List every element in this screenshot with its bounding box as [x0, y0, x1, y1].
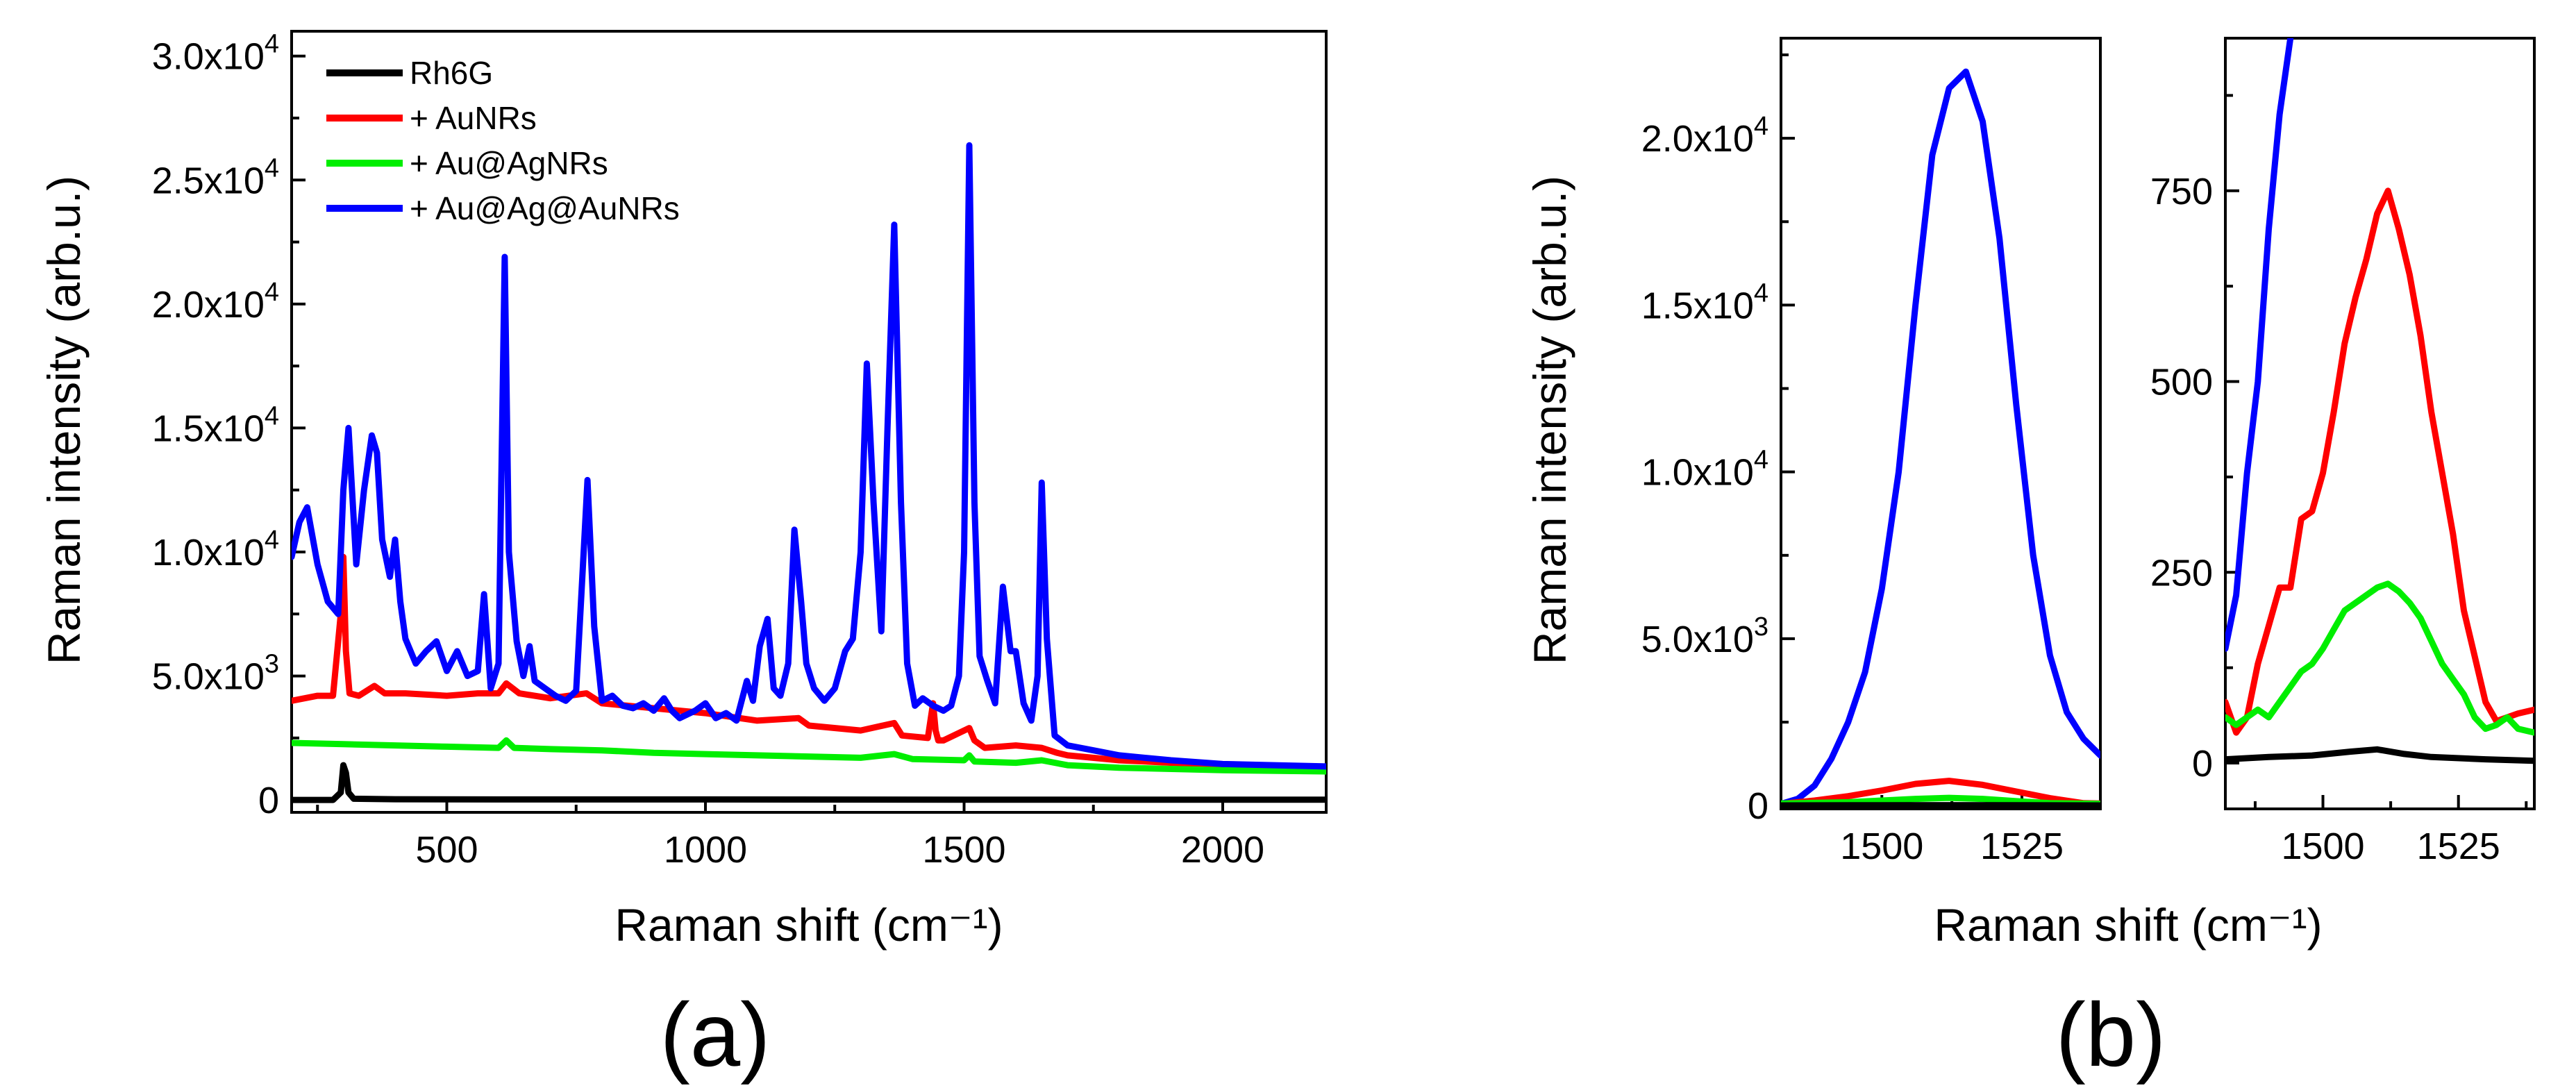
panel-a-y-tick-label: 1.0x104 [152, 526, 279, 574]
panel-a-y-tick-label: 0 [258, 780, 279, 821]
panel-a-series [292, 142, 1326, 803]
panel-b-right-series-au-agnrs [2225, 580, 2534, 736]
panel-a-label: (a) [660, 984, 771, 1085]
panel-b-right-frame [2224, 37, 2536, 810]
legend-label-rh6g: Rh6G [410, 55, 493, 91]
panel-b-label: (b) [2056, 984, 2166, 1085]
panel-a-x-tick-label: 1000 [664, 829, 747, 871]
panel-b-right-y-tick-label: 0 [2192, 743, 2213, 785]
panel-a-x-tick-label: 1500 [922, 829, 1005, 871]
legend-label-au-agnrs: + Au@AgNRs [410, 145, 608, 181]
panel-a-y-tick-label: 3.0x104 [152, 30, 279, 78]
panel-b-right-ticks: 1500 1525 0 250 500 750 [2150, 94, 2528, 867]
panel-a-series-au-ag-aunrs [292, 142, 1326, 770]
panel-a-y-tick-label: 2.0x104 [152, 278, 279, 326]
panel-b-left-y-tick-label: 0 [1748, 785, 1768, 827]
panel-a-x-axis-title: Raman shift (cm⁻¹) [614, 899, 1003, 951]
panel-b-left-frame [1780, 37, 2102, 810]
panel-b-right-series-rh6g [2225, 746, 2534, 764]
panel-a-x-tick-label: 2000 [1181, 829, 1264, 871]
panel-b-left-chart: 1500 1525 0 5.0x103 1.0x104 1.5x104 2.0x104 Ra… [1524, 37, 2323, 951]
panel-a-chart: 500 1000 1500 2000 0 5.0x103 1.0x104 1.5x104 2.0… [38, 30, 1328, 951]
panel-a-legend: Rh6G + AuNRs + Au@AgNRs + Au@Ag@AuNRs [326, 55, 680, 226]
panel-b-left-y-tick-label: 5.0x103 [1641, 612, 1768, 660]
panel-a-frame [290, 30, 1328, 814]
panel-b-right-x-tick-label: 1500 [2281, 826, 2364, 867]
panel-b-right-x-tick-label: 1525 [2417, 826, 2500, 867]
panel-a-x-tick-label: 500 [415, 829, 478, 871]
panel-b-left-series [1781, 68, 2100, 809]
panel-b-left-x-tick-label: 1525 [1980, 826, 2064, 867]
panel-b-right-y-tick-label: 500 [2150, 362, 2213, 403]
panel-b-left-y-tick-label: 2.0x104 [1641, 112, 1768, 160]
panel-b-right-series-aunrs [2225, 187, 2534, 736]
panel-b-y-axis-title: Raman intensity (arb.u.) [1524, 176, 1575, 664]
legend-label-aunrs: + AuNRs [410, 100, 537, 136]
panel-b-right-series [2225, 38, 2534, 764]
panel-b-left-x-tick-label: 1500 [1840, 826, 1923, 867]
panel-b-right-y-tick-label: 250 [2150, 552, 2213, 594]
panel-b-left-y-tick-label: 1.5x104 [1641, 278, 1768, 326]
panel-b-left-series-aunrs [1781, 778, 2100, 807]
panel-b-right-series-au-ag-aunrs [2225, 38, 2294, 652]
panel-a-y-tick-label: 1.5x104 [152, 401, 279, 449]
panel-a-ticks: 500 1000 1500 2000 0 5.0x103 1.0x104 1.5x104 2.0… [152, 30, 1264, 871]
panel-b-left-series-au-ag-aunrs [1781, 68, 2100, 807]
panel-a-series-rh6g [292, 762, 1326, 803]
panel-b-right-y-tick-label: 750 [2150, 171, 2213, 212]
panel-a-series-au-agnrs [292, 737, 1326, 775]
panel-b-left-y-tick-label: 1.0x104 [1641, 446, 1768, 494]
panel-a-y-tick-label: 2.5x104 [152, 153, 279, 201]
legend-label-au-ag-aunrs: + Au@Ag@AuNRs [410, 190, 680, 226]
panel-b-left-ticks: 1500 1525 0 5.0x103 1.0x104 1.5x104 2.0x104 [1641, 53, 2093, 867]
panel-a-y-axis-title: Raman intensity (arb.u.) [38, 176, 90, 664]
panel-b-right-chart: 1500 1525 0 250 500 750 [2150, 37, 2536, 867]
panel-a-y-tick-label: 5.0x103 [152, 650, 279, 698]
panel-b-x-axis-title: Raman shift (cm⁻¹) [1934, 899, 2322, 951]
